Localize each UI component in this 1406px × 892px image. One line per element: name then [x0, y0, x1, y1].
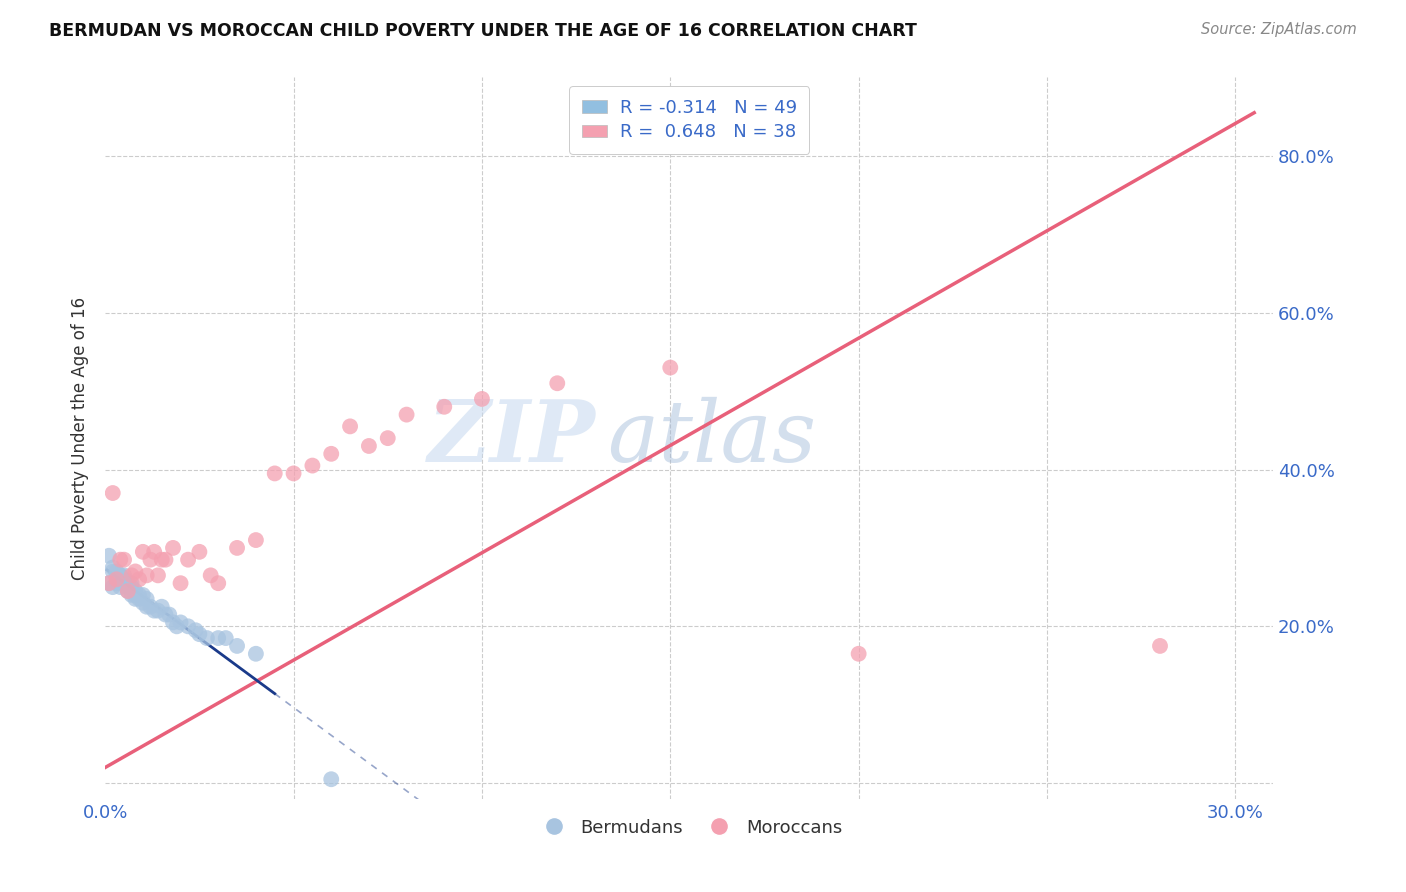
Point [283, 467, 305, 481]
Point [132, 588, 155, 602]
Point [184, 624, 207, 638]
Point [245, 533, 267, 547]
Point [98, 549, 121, 563]
Point [112, 552, 135, 566]
Point [121, 576, 143, 591]
Point [124, 565, 146, 579]
Point [150, 552, 173, 566]
Point [169, 615, 191, 630]
Point [162, 541, 184, 555]
Point [132, 545, 155, 559]
Point [146, 568, 169, 582]
Point [155, 607, 177, 622]
Point [117, 576, 139, 591]
Point [105, 565, 128, 579]
Point [177, 619, 200, 633]
Text: BERMUDAN VS MOROCCAN CHILD POVERTY UNDER THE AGE OF 16 CORRELATION CHART: BERMUDAN VS MOROCCAN CHILD POVERTY UNDER… [49, 22, 917, 40]
Point [124, 584, 146, 599]
Point [157, 607, 180, 622]
Point [112, 576, 135, 591]
Point [105, 576, 128, 591]
Point [121, 588, 143, 602]
Point [117, 580, 139, 594]
Point [471, 392, 494, 406]
Point [101, 560, 124, 574]
Point [263, 467, 285, 481]
Point [128, 572, 150, 586]
Point [377, 431, 399, 445]
Point [139, 552, 162, 566]
Text: ZIP: ZIP [427, 396, 596, 480]
Point [128, 591, 150, 606]
Point [321, 772, 343, 787]
Point [143, 604, 166, 618]
Point [112, 576, 135, 591]
Point [395, 408, 418, 422]
Point [112, 568, 135, 582]
Point [301, 458, 323, 473]
Text: Source: ZipAtlas.com: Source: ZipAtlas.com [1201, 22, 1357, 37]
Point [143, 545, 166, 559]
Point [150, 599, 173, 614]
Point [121, 568, 143, 582]
Legend: Bermudans, Moroccans: Bermudans, Moroccans [529, 812, 851, 844]
Point [321, 447, 343, 461]
Point [215, 631, 238, 645]
Point [245, 647, 267, 661]
Point [110, 568, 132, 582]
Point [188, 627, 211, 641]
Point [128, 588, 150, 602]
Point [659, 360, 682, 375]
Point [200, 568, 222, 582]
Point [105, 568, 128, 582]
Y-axis label: Child Poverty Under the Age of 16: Child Poverty Under the Age of 16 [72, 296, 89, 580]
Point [110, 580, 132, 594]
Point [124, 591, 146, 606]
Point [105, 572, 128, 586]
Point [135, 599, 157, 614]
Point [339, 419, 361, 434]
Point [98, 576, 121, 591]
Point [546, 376, 568, 391]
Point [848, 647, 870, 661]
Point [101, 486, 124, 500]
Point [101, 580, 124, 594]
Point [132, 596, 155, 610]
Point [135, 591, 157, 606]
Point [98, 576, 121, 591]
Point [226, 541, 249, 555]
Point [155, 552, 177, 566]
Point [117, 584, 139, 599]
Point [117, 584, 139, 599]
Point [146, 604, 169, 618]
Point [357, 439, 380, 453]
Point [207, 576, 229, 591]
Text: atlas: atlas [607, 397, 817, 480]
Point [207, 631, 229, 645]
Point [110, 552, 132, 566]
Point [195, 631, 218, 645]
Point [139, 599, 162, 614]
Point [177, 552, 200, 566]
Point [112, 572, 135, 586]
Point [226, 639, 249, 653]
Point [1149, 639, 1171, 653]
Point [166, 619, 188, 633]
Point [110, 568, 132, 582]
Point [101, 565, 124, 579]
Point [105, 576, 128, 591]
Point [162, 615, 184, 630]
Point [188, 545, 211, 559]
Point [121, 580, 143, 594]
Point [169, 576, 191, 591]
Point [124, 588, 146, 602]
Point [433, 400, 456, 414]
Point [135, 568, 157, 582]
